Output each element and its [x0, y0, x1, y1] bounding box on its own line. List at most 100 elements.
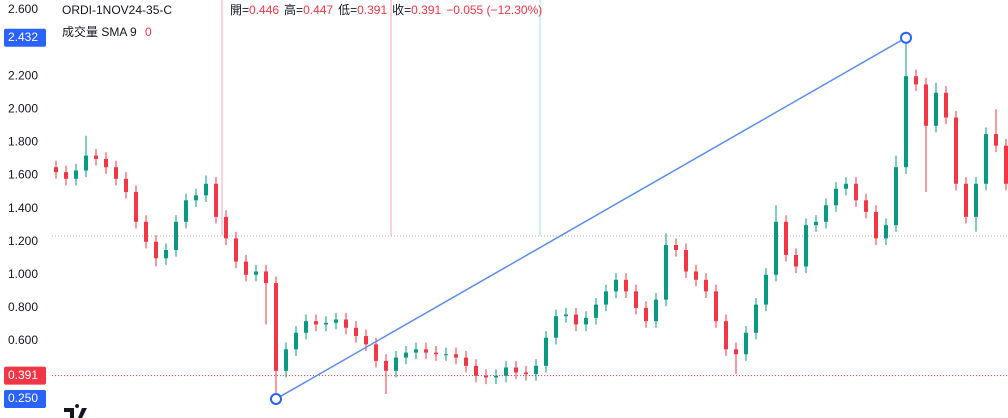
- candle-body: [654, 299, 658, 322]
- candle-body: [1004, 145, 1008, 184]
- candle-body: [844, 183, 848, 189]
- candle-body: [974, 183, 978, 217]
- candle-body: [674, 245, 678, 250]
- candle-body: [624, 279, 628, 292]
- y-tick-label: 2.600: [8, 2, 38, 16]
- candle-body: [784, 221, 788, 255]
- field-label: 收=: [392, 3, 411, 17]
- candle-body: [684, 249, 688, 272]
- candle-body: [94, 155, 98, 159]
- ohlc-fields: 開= 0.446 高= 0.447 低= 0.391 收= 0.391 −0.055 (−12.…: [230, 2, 542, 17]
- candle-body: [534, 365, 538, 375]
- candle-body: [804, 225, 808, 267]
- candle-body: [484, 375, 488, 378]
- price-axis: 2.6002.4002.2002.0001.8001.6001.4001.200…: [4, 2, 46, 408]
- candle-body: [954, 117, 958, 184]
- candles: [54, 37, 1008, 399]
- candle-body: [544, 337, 548, 366]
- candle-body: [694, 271, 698, 280]
- candle-body: [734, 349, 738, 355]
- field-value: 0.391: [357, 3, 387, 17]
- field-label: 開=: [230, 3, 249, 17]
- candle-body: [604, 291, 608, 305]
- change: −0.055 (−12.30%): [446, 3, 542, 17]
- candle-body: [154, 241, 158, 259]
- candle-body: [354, 327, 358, 337]
- field-label: 低=: [338, 3, 357, 17]
- y-tick-label: 1.400: [8, 201, 38, 215]
- candle-body: [994, 134, 998, 146]
- y-tick-label: 0.800: [8, 300, 38, 314]
- trendline: [275, 37, 907, 400]
- candle-body: [344, 319, 348, 328]
- candle-body: [144, 221, 148, 242]
- last-price-box: [4, 366, 46, 385]
- overlay: [52, 31, 1008, 405]
- candle-body: [314, 321, 318, 325]
- candle-body: [934, 92, 938, 126]
- candle-body: [454, 354, 458, 358]
- y-tick-label: 1.600: [8, 168, 38, 182]
- candle-body: [164, 249, 168, 259]
- candle-body: [884, 225, 888, 239]
- field-label: 高=: [284, 2, 303, 17]
- candle-body: [444, 354, 448, 356]
- price-label-box: [4, 389, 46, 408]
- candle-body: [254, 271, 258, 275]
- y-tick-label: 1.000: [8, 267, 38, 281]
- candle-body: [854, 183, 858, 201]
- candle-body: [134, 192, 138, 222]
- candle-body: [814, 221, 818, 226]
- candle-body: [874, 211, 878, 239]
- candle-body: [564, 314, 568, 317]
- candle-body: [924, 84, 928, 126]
- candle-body: [754, 304, 758, 333]
- candle-body: [504, 367, 508, 376]
- candle-body: [294, 332, 298, 350]
- candle-body: [894, 167, 898, 226]
- y-tick-label: 0.600: [8, 333, 38, 347]
- candle-body: [554, 316, 558, 338]
- candle-body: [864, 200, 868, 212]
- legend: ORDI-1NOV24-35-C 開= 0.446 高= 0.447 低= 0.391 收=…: [62, 2, 542, 39]
- field-value: 0.446: [249, 3, 279, 17]
- candle-body: [644, 307, 648, 322]
- y-tick-label: 1.800: [8, 135, 38, 149]
- candle-body: [714, 291, 718, 322]
- candle-body: [224, 216, 228, 239]
- price-label: 2.432: [8, 30, 38, 44]
- candle-body: [474, 365, 478, 376]
- candle-body: [584, 317, 588, 325]
- candle-body: [84, 155, 88, 171]
- candle-body: [414, 349, 418, 353]
- price-label: 0.250: [8, 391, 38, 405]
- candle-body: [704, 279, 708, 292]
- candle-body: [324, 322, 328, 325]
- candle-body: [284, 349, 288, 371]
- candle-body: [724, 321, 728, 350]
- candle-body: [74, 170, 78, 179]
- candle-body: [234, 238, 238, 262]
- candle-body: [304, 321, 308, 333]
- trendline-handle: [270, 392, 282, 405]
- candle-body: [764, 274, 768, 305]
- candle-body: [514, 367, 518, 373]
- candle-body: [434, 352, 438, 355]
- candle-body: [184, 200, 188, 222]
- candle-body: [194, 195, 198, 201]
- candle-body: [64, 172, 68, 179]
- candle-body: [794, 254, 798, 267]
- candle-body: [824, 205, 828, 222]
- y-tick-label: 1.200: [8, 234, 38, 248]
- last-price-label: 0.391: [8, 368, 38, 382]
- y-tick-label: 2.000: [8, 101, 38, 115]
- candle-body: [984, 134, 988, 184]
- candle-body: [274, 283, 278, 371]
- candle-body: [904, 76, 908, 168]
- candle-body: [394, 357, 398, 371]
- candle-body: [124, 178, 128, 193]
- trendline-handle: [900, 31, 912, 44]
- candle-body: [174, 221, 178, 250]
- field-value: 0.447: [303, 3, 333, 17]
